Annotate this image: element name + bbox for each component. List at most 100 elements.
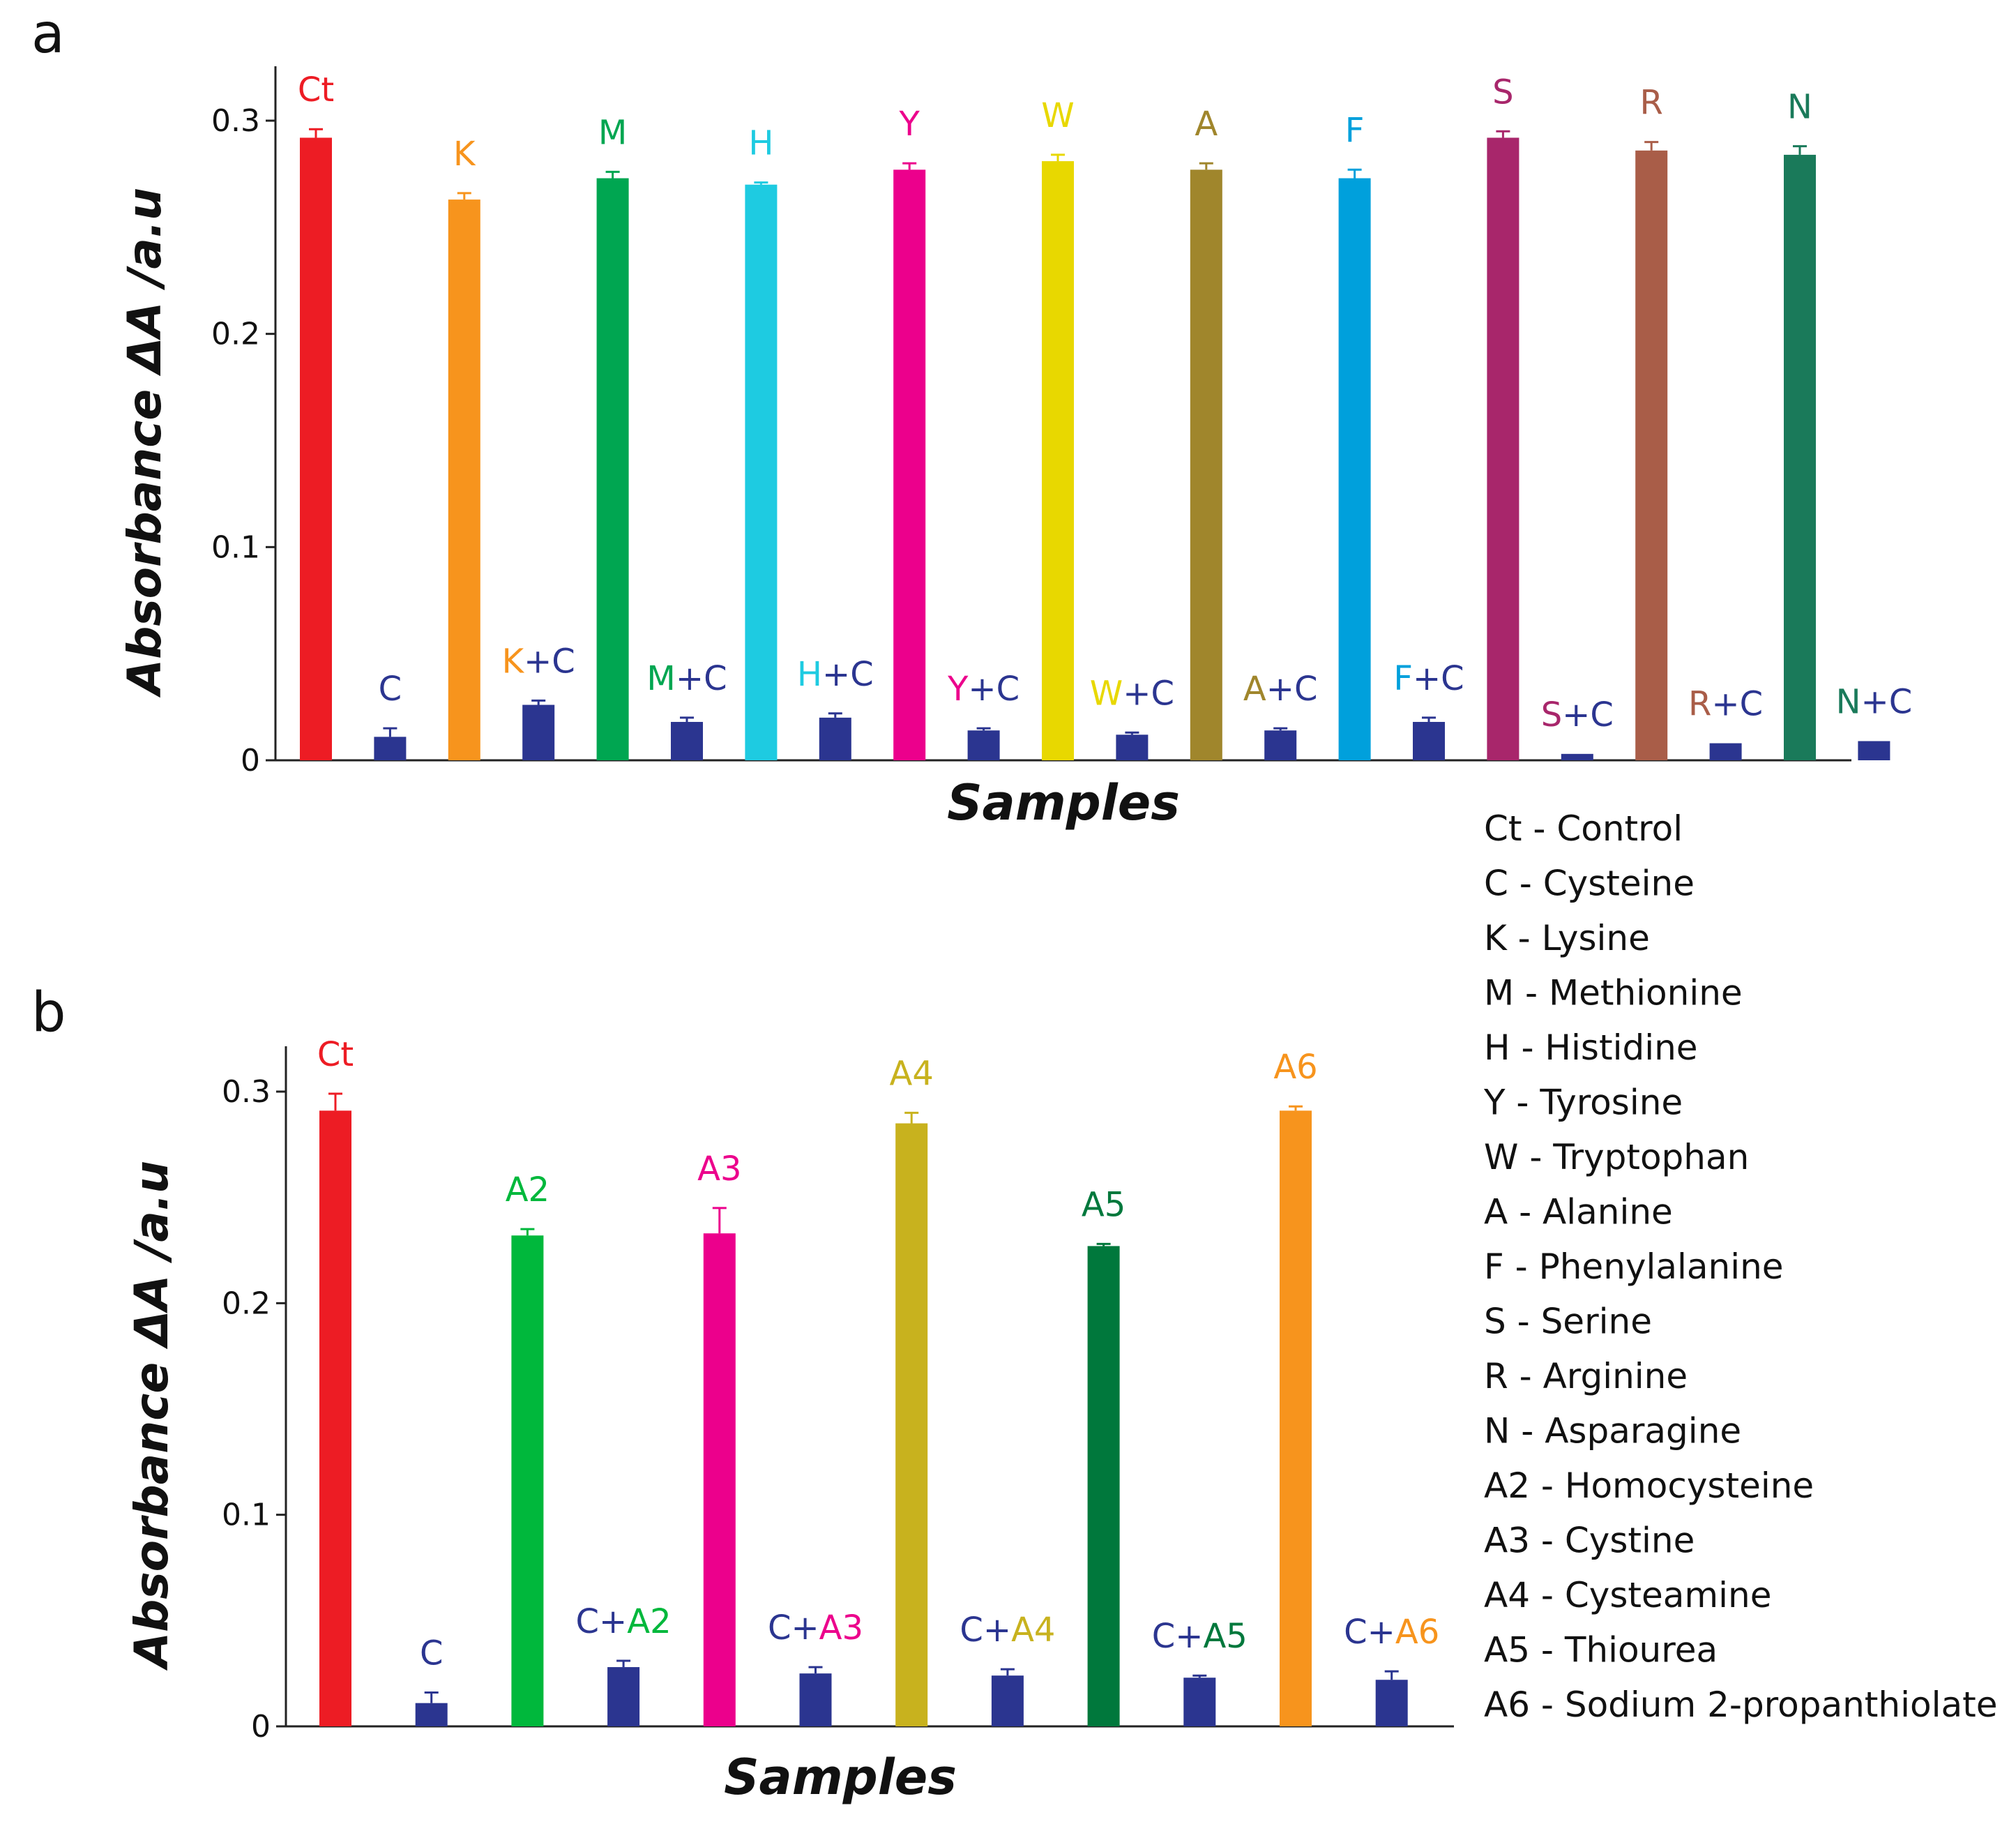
bar-label-part: A3 [819, 1608, 863, 1648]
panel-b-letter: b [31, 981, 66, 1044]
bar [415, 1703, 448, 1726]
bar [1858, 741, 1890, 760]
bar-label-part: R [1688, 685, 1711, 724]
bar [1338, 178, 1371, 760]
bar-label: A [1195, 105, 1218, 144]
bar [1116, 734, 1149, 760]
bar-label: F [1345, 111, 1365, 150]
bar [300, 137, 332, 760]
bar [1561, 753, 1593, 760]
bar-label-part: H [797, 655, 822, 694]
legend-item: A6 - Sodium 2-propanthiolate [1484, 1684, 1997, 1725]
bar-label: C+A4 [960, 1611, 1055, 1650]
bar-label: R [1640, 84, 1663, 123]
legend-item: C - Cysteine [1484, 864, 1695, 904]
bar-label: M [598, 113, 627, 152]
y-tick-label: 0.3 [211, 103, 260, 139]
legend-item: R - Arginine [1484, 1356, 1688, 1396]
legend-item: K - Lysine [1484, 918, 1650, 958]
bar [1709, 743, 1742, 760]
bar [967, 730, 1000, 760]
legend-item: A5 - Thiourea [1484, 1630, 1718, 1671]
bar [991, 1675, 1024, 1726]
bar [1280, 1110, 1312, 1726]
bar-label-part: Y [899, 105, 920, 144]
bar [596, 178, 629, 760]
x-axis-label: Samples [947, 774, 1180, 831]
bar-label: C+A3 [768, 1608, 863, 1648]
bar-label: N [1787, 88, 1812, 127]
bar-label: H [748, 124, 773, 163]
y-tick-label: 0.2 [211, 317, 260, 352]
y-tick-label: 0.1 [222, 1498, 271, 1533]
bar-label: Ct [298, 70, 334, 110]
bar-label: W+C [1090, 674, 1174, 713]
bar-label-part: A2 [627, 1602, 671, 1641]
legend-item: A2 - Homocysteine [1484, 1465, 1814, 1506]
y-tick-label: 0 [251, 1709, 271, 1744]
bar-label-part: A [1195, 105, 1218, 144]
bar-label-part: +C [1860, 682, 1912, 721]
bar-label: A4 [890, 1054, 934, 1093]
bar-label: C+A2 [576, 1602, 672, 1641]
legend-item: A4 - Cysteamine [1484, 1575, 1771, 1615]
bar-label-part: C+ [1152, 1617, 1204, 1656]
legend-item: N - Asparagine [1484, 1411, 1741, 1452]
bar-label-part: +C [676, 659, 727, 698]
bar-label-part: A6 [1395, 1613, 1439, 1652]
bar-label: F+C [1393, 659, 1464, 698]
bar-label-part: A4 [890, 1054, 934, 1093]
legend-item: F - Phenylalanine [1484, 1246, 1784, 1287]
bar-label: W [1041, 96, 1074, 135]
bar-label-part: Y [947, 670, 969, 709]
bar-label-part: K [502, 642, 525, 681]
y-tick-label: 0.2 [222, 1286, 271, 1321]
bar [1375, 1680, 1408, 1726]
bar [745, 184, 778, 760]
bar [1087, 1246, 1120, 1726]
bar-label-part: M [598, 113, 627, 152]
panel-a-letter: a [31, 3, 65, 66]
bar-label-part: +C [1266, 670, 1318, 709]
bar-label: Y [899, 105, 920, 144]
bar-label: Ct [317, 1035, 354, 1074]
bar-label: R+C [1688, 685, 1763, 724]
bar-label-part: A6 [1273, 1048, 1317, 1087]
bar-label: C [379, 670, 402, 709]
bar-label-part: +C [1711, 685, 1763, 724]
bar-label: K [453, 135, 476, 174]
bar-label: A3 [697, 1150, 741, 1189]
bar-label-part: Ct [298, 70, 334, 110]
bar-label: C+A6 [1344, 1613, 1439, 1652]
bar-label-part: W [1041, 96, 1074, 135]
bar-label-part: A [1243, 670, 1266, 709]
bar [1413, 721, 1445, 760]
bar-label-part: K [453, 135, 476, 174]
bar-label: S [1492, 73, 1513, 112]
bar-label-part: A5 [1203, 1617, 1247, 1656]
legend-item: A - Alanine [1484, 1192, 1673, 1233]
bar [511, 1235, 544, 1726]
bar [1190, 169, 1222, 760]
legend-item: M - Methionine [1484, 973, 1743, 1013]
bar-label-part: C [379, 670, 402, 709]
bar-label: C+A5 [1152, 1617, 1248, 1656]
bar-label-part: W [1090, 674, 1123, 713]
bar [319, 1110, 351, 1726]
bar [895, 1123, 928, 1726]
bar-label-part: +C [1562, 695, 1614, 734]
bar-label-part: A4 [1011, 1611, 1055, 1650]
bar-label-part: C [420, 1634, 444, 1673]
bar-label-part: M [646, 659, 675, 698]
bar-label: K+C [502, 642, 575, 681]
bar [448, 199, 480, 760]
bar [1784, 154, 1816, 760]
bar-label: H+C [797, 655, 874, 694]
bar-label-part: C+ [576, 1602, 628, 1641]
bar-label-part: +C [1123, 674, 1174, 713]
bar-label-part: +C [822, 655, 874, 694]
legend-item: Ct - Control [1484, 808, 1683, 849]
bar-label: Y+C [947, 670, 1020, 709]
bar-label-part: +C [524, 642, 575, 681]
